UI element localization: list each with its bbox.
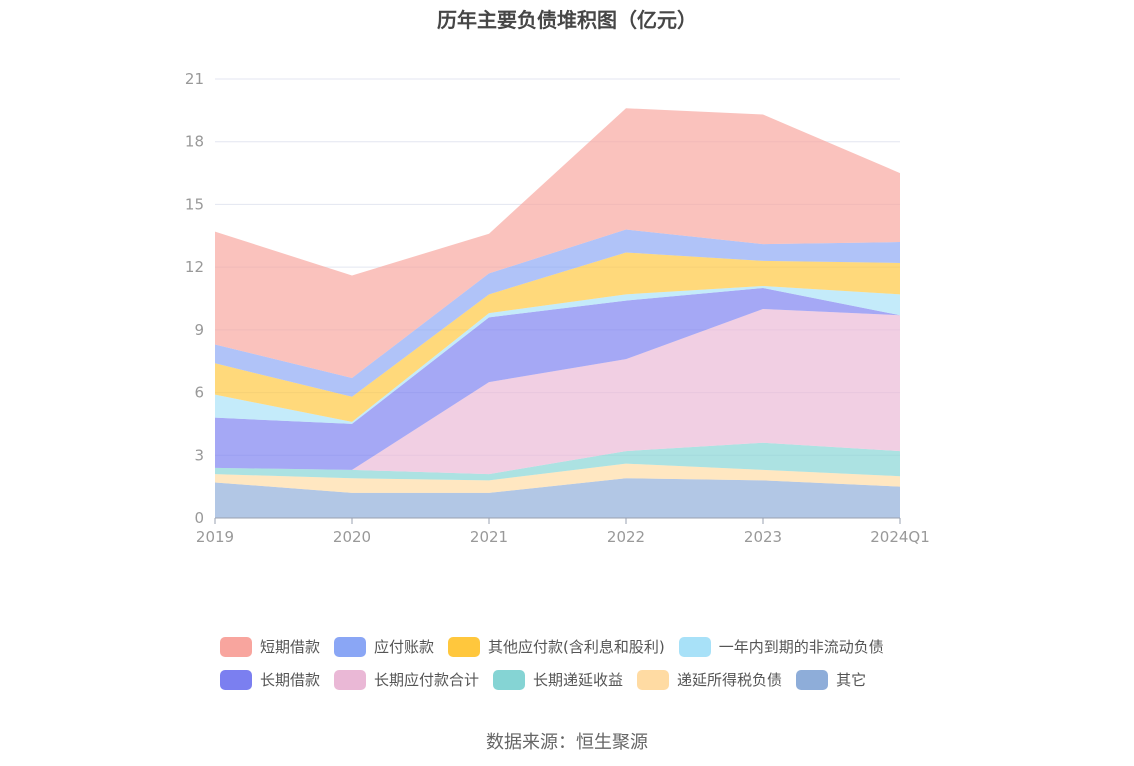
y-tick-label: 9 bbox=[194, 321, 204, 339]
legend-swatch bbox=[637, 669, 670, 690]
legend-label: 其他应付款(含利息和股利) bbox=[488, 638, 665, 656]
y-tick-label: 6 bbox=[194, 384, 204, 402]
legend-label: 长期应付款合计 bbox=[374, 671, 480, 689]
y-tick-label: 18 bbox=[185, 133, 204, 151]
area-series bbox=[215, 229, 900, 397]
legend-row-1: 短期借款 应付账款 其他应付款(含利息和股利) 一年内到期的非流动负债 bbox=[220, 630, 940, 663]
area-series bbox=[215, 252, 900, 422]
legend-swatch bbox=[796, 669, 829, 690]
x-tick-label: 2021 bbox=[470, 528, 508, 546]
area-series bbox=[215, 442, 900, 481]
legend-swatch bbox=[334, 669, 367, 690]
area-series bbox=[215, 108, 900, 378]
legend-item-accounts-payable[interactable]: 应付账款 bbox=[334, 636, 434, 657]
area-series bbox=[215, 308, 900, 475]
legend-swatch bbox=[334, 636, 367, 657]
y-tick-label: 12 bbox=[185, 258, 204, 276]
legend-swatch bbox=[220, 669, 252, 690]
legend-label: 递延所得税负债 bbox=[677, 671, 783, 689]
area-series bbox=[215, 285, 900, 424]
area-series bbox=[215, 463, 900, 493]
legend-label: 应付账款 bbox=[374, 638, 435, 656]
x-tick-label: 2023 bbox=[744, 528, 782, 546]
legend-item-deferred-income[interactable]: 长期递延收益 bbox=[493, 669, 623, 690]
legend-swatch bbox=[448, 636, 481, 657]
y-tick-label: 3 bbox=[194, 446, 204, 464]
area-series bbox=[215, 478, 900, 518]
legend-item-long-term-payables[interactable]: 长期应付款合计 bbox=[334, 669, 479, 690]
y-tick-label: 15 bbox=[185, 195, 204, 213]
legend-item-short-term-loans[interactable]: 短期借款 bbox=[220, 636, 320, 657]
legend-row-2: 长期借款 长期应付款合计 长期递延收益 递延所得税负债 其它 bbox=[220, 663, 940, 696]
legend-item-other[interactable]: 其它 bbox=[796, 669, 866, 690]
legend-label: 其它 bbox=[836, 671, 867, 689]
y-tick-label: 21 bbox=[185, 70, 204, 88]
data-source: 数据来源：恒生聚源 bbox=[486, 732, 648, 753]
legend-label: 一年内到期的非流动负债 bbox=[718, 638, 884, 656]
legend-label: 长期借款 bbox=[260, 671, 321, 689]
legend-swatch bbox=[678, 636, 711, 657]
legend-item-current-noncurrent-liabilities[interactable]: 一年内到期的非流动负债 bbox=[678, 636, 884, 657]
legend-item-deferred-tax[interactable]: 递延所得税负债 bbox=[637, 669, 782, 690]
legend-swatch bbox=[493, 669, 526, 690]
legend-item-other-payables[interactable]: 其他应付款(含利息和股利) bbox=[448, 636, 665, 657]
legend-label: 短期借款 bbox=[260, 638, 321, 656]
area-series bbox=[215, 288, 900, 470]
legend: 短期借款 应付账款 其他应付款(含利息和股利) 一年内到期的非流动负债 长期借款… bbox=[220, 630, 940, 696]
legend-item-long-term-loans[interactable]: 长期借款 bbox=[220, 669, 320, 690]
x-tick-label: 2022 bbox=[607, 528, 645, 546]
chart-title: 历年主要负债堆积图（亿元） bbox=[437, 8, 697, 32]
y-tick-label: 0 bbox=[194, 509, 204, 527]
legend-label: 长期递延收益 bbox=[533, 671, 624, 689]
x-tick-label: 2019 bbox=[196, 528, 234, 546]
x-tick-label: 2024Q1 bbox=[870, 528, 930, 546]
x-tick-label: 2020 bbox=[333, 528, 371, 546]
legend-swatch bbox=[220, 636, 252, 657]
